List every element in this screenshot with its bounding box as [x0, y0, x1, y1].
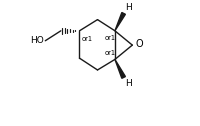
- Text: or1: or1: [82, 36, 93, 42]
- Text: H: H: [125, 79, 132, 88]
- Text: HO: HO: [30, 36, 44, 45]
- Text: or1: or1: [105, 35, 116, 41]
- Text: O: O: [135, 39, 143, 49]
- Text: or1: or1: [105, 50, 116, 56]
- Polygon shape: [115, 12, 125, 31]
- Text: H: H: [125, 3, 132, 12]
- Polygon shape: [115, 59, 125, 78]
